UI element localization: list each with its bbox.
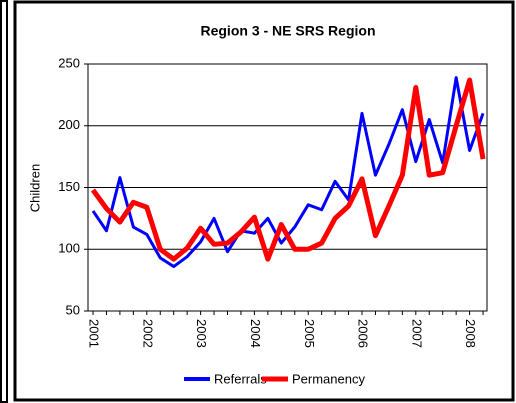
adjacent-frame — [0, 0, 8, 403]
chart-title: Region 3 - NE SRS Region — [200, 23, 375, 39]
y-tick-label: 150 — [58, 179, 80, 194]
x-tick-label: 2004 — [248, 319, 263, 348]
y-tick-label: 200 — [58, 117, 80, 132]
y-axis-label: Children — [27, 164, 42, 212]
x-tick-label: 2008 — [463, 319, 478, 348]
x-tick-label: 2005 — [302, 319, 317, 348]
x-tick-label: 2006 — [356, 319, 371, 348]
y-tick-label: 50 — [66, 302, 80, 317]
x-tick-label: 2003 — [194, 319, 209, 348]
y-tick-label: 100 — [58, 241, 80, 256]
x-tick-label: 2001 — [87, 319, 102, 348]
plot-border — [87, 63, 488, 312]
series-line — [90, 77, 486, 262]
x-tick-label: 2002 — [140, 319, 155, 348]
legend-label: Permanency — [292, 371, 365, 386]
legend-label: Referrals — [214, 371, 267, 386]
y-tick-label: 250 — [58, 55, 80, 70]
x-tick-label: 2007 — [409, 319, 424, 348]
